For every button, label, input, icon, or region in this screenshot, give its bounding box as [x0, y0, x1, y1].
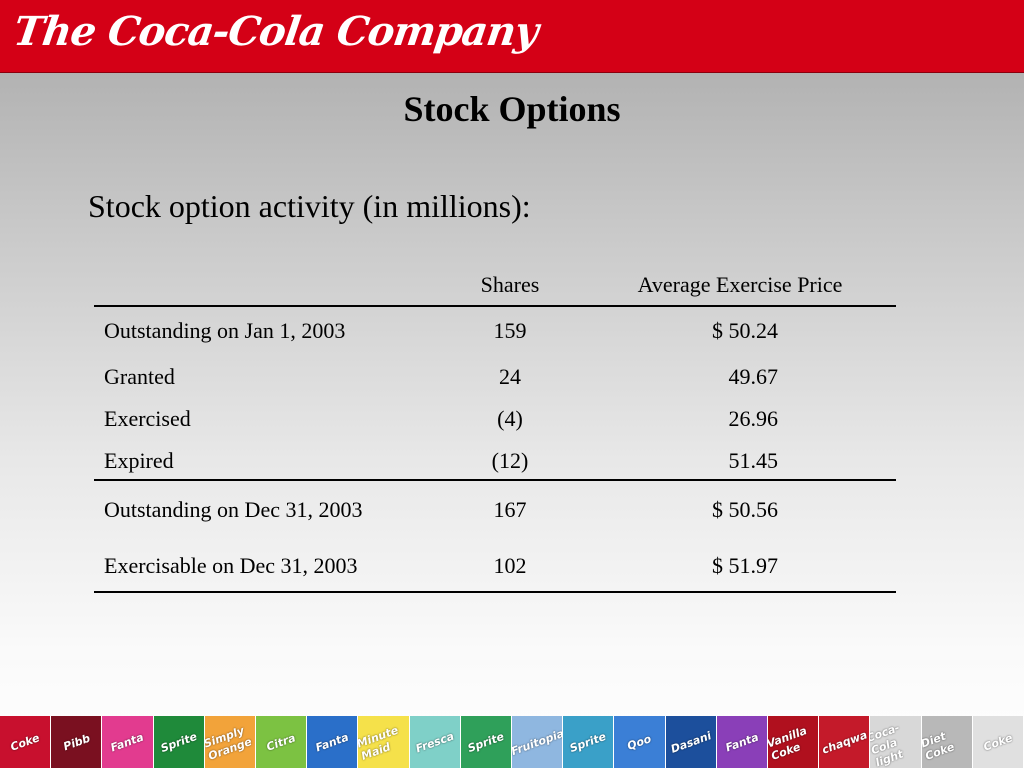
product-logo-label: Fruitopia — [512, 726, 564, 758]
header-average-exercise-price: Average Exercise Price — [637, 272, 843, 297]
table-row: Expired (12) 51.45 — [94, 448, 896, 478]
product-logo: chaqwa — [819, 716, 871, 768]
header-rule — [94, 305, 896, 307]
product-logo: Dasani — [665, 716, 717, 768]
row-price: 51.45 — [728, 448, 779, 473]
product-logo: Citra — [256, 716, 308, 768]
row-price: 49.67 — [728, 364, 779, 389]
row-label: Granted — [104, 364, 175, 389]
product-logo-label: Sprite — [158, 729, 199, 755]
product-logo-label: Qoo — [625, 731, 654, 753]
bottom-rule — [94, 591, 896, 593]
product-logo-label: Vanilla Coke — [768, 724, 809, 763]
product-logo: Sprite — [563, 716, 615, 768]
table-row: Exercised (4) 26.96 — [94, 406, 896, 436]
row-price: $ 50.56 — [712, 497, 778, 522]
row-shares: (12) — [491, 448, 529, 473]
product-logo: Vanilla Coke — [768, 716, 820, 768]
header-bar: The Coca-Cola Company — [0, 0, 1024, 73]
product-logo-label: Coca-Cola light — [870, 720, 906, 768]
table-row: Exercisable on Dec 31, 2003 102 $ 51.97 — [94, 553, 896, 583]
table-row: Outstanding on Dec 31, 2003 167 $ 50.56 — [94, 497, 896, 527]
product-logo-label: Citra — [264, 730, 298, 754]
product-logo-label: Coke — [8, 730, 42, 754]
row-price: $ 51.97 — [712, 553, 778, 578]
header-shares: Shares — [480, 272, 540, 297]
product-logo: Fanta — [716, 716, 769, 768]
product-logo: Pibb — [51, 716, 103, 768]
product-logo-label: Coke — [981, 730, 1015, 754]
product-logo: Diet Coke — [921, 716, 973, 768]
product-logo-label: Fanta — [723, 730, 761, 754]
row-label: Outstanding on Jan 1, 2003 — [104, 318, 346, 343]
product-logo-label: chaqwa — [819, 727, 869, 757]
product-logo-label: Fanta — [109, 730, 146, 754]
row-label: Exercisable on Dec 31, 2003 — [104, 553, 358, 578]
product-logo-label: Diet Coke — [921, 729, 956, 763]
product-logo: Fresca — [409, 716, 461, 768]
table-row: Outstanding on Jan 1, 2003 159 $ 50.24 — [94, 318, 896, 348]
product-logo: Fanta — [307, 716, 359, 768]
product-logo: Qoo — [614, 716, 666, 768]
row-shares: 167 — [493, 497, 527, 522]
row-label: Exercised — [104, 406, 191, 431]
product-logo-strip: Coke Pibb Fanta Sprite Simply Orange Citra Fan… — [0, 716, 1024, 768]
slide-subtitle: Stock option activity (in millions): — [88, 188, 531, 224]
row-label: Outstanding on Dec 31, 2003 — [104, 497, 363, 522]
product-logo-label: Pibb — [61, 731, 92, 753]
product-logo: Fanta — [102, 716, 154, 768]
row-shares: 24 — [499, 364, 521, 389]
product-logo: Sprite — [153, 716, 205, 768]
product-logo-label: Sprite — [568, 729, 609, 755]
product-logo: Coke — [972, 716, 1024, 768]
product-logo: Coke — [0, 716, 52, 768]
slide-title: Stock Options — [403, 89, 621, 129]
product-logo: Simply Orange — [204, 716, 257, 768]
product-logo-label: Sprite — [465, 729, 506, 755]
row-shares: (4) — [497, 406, 523, 431]
table-header-row: Shares Average Exercise Price — [94, 272, 896, 302]
row-shares: 159 — [493, 318, 527, 343]
row-label: Expired — [104, 448, 174, 473]
product-logo: Minute Maid — [358, 716, 410, 768]
product-logo: Fruitopia — [512, 716, 564, 768]
product-logo-label: Minute Maid — [358, 723, 401, 763]
row-price: $ 50.24 — [712, 318, 778, 343]
row-price: 26.96 — [728, 406, 779, 431]
product-logo-label: Fanta — [314, 730, 351, 754]
coca-cola-logo: The Coca-Cola Company — [10, 8, 541, 55]
table-row: Granted 24 49.67 — [94, 364, 896, 394]
product-logo-label: Simply Orange — [204, 724, 254, 763]
subtotal-rule — [94, 479, 896, 481]
row-shares: 102 — [493, 553, 527, 578]
product-logo: Sprite — [460, 716, 513, 768]
product-logo-label: Dasani — [668, 728, 713, 756]
product-logo-label: Fresca — [413, 729, 456, 755]
product-logo: Coca-Cola light — [870, 716, 922, 768]
